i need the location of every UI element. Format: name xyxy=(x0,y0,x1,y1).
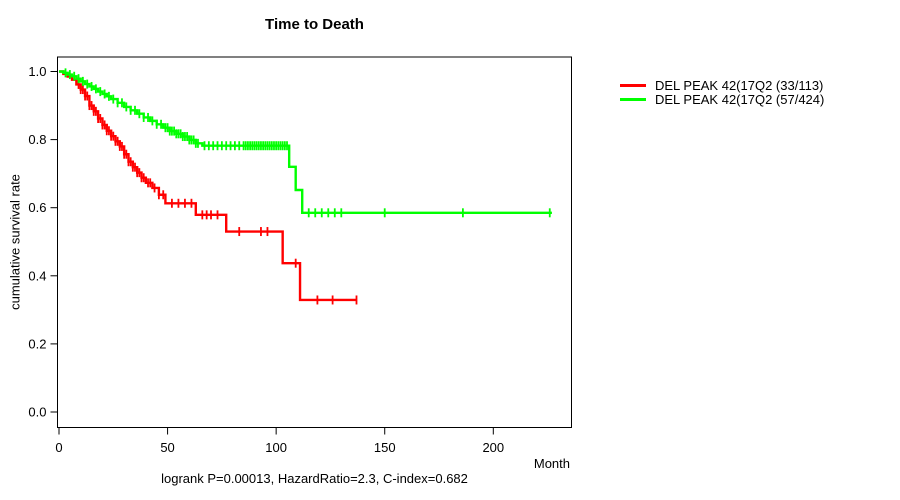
x-axis-tick-label: 100 xyxy=(265,440,287,455)
y-axis-tick-label: 0.2 xyxy=(28,336,46,351)
y-axis-tick-label: 0.4 xyxy=(28,268,46,283)
y-axis-tick-label: 0.0 xyxy=(28,405,46,420)
y-axis-title: cumulative survival rate xyxy=(7,174,23,310)
x-axis-tick-label: 150 xyxy=(374,440,396,455)
y-axis-tick-label: 1.0 xyxy=(28,64,46,79)
legend: DEL PEAK 42(17Q2 (33/113) DEL PEAK 42(17… xyxy=(620,78,825,107)
x-axis-title: Month xyxy=(533,456,570,471)
plot-box xyxy=(57,56,572,428)
survival-curve-green xyxy=(59,70,552,215)
legend-line-swatch-red xyxy=(620,84,646,88)
legend-label: DEL PEAK 42(17Q2 (57/424) xyxy=(655,91,825,107)
chart-title: Time to Death xyxy=(265,16,364,33)
stats-annotation: logrank P=0.00013, HazardRatio=2.3, C-in… xyxy=(161,471,468,486)
x-axis-tick-label: 0 xyxy=(55,440,62,455)
survival-curve-red xyxy=(59,70,357,302)
x-axis-tick-label: 50 xyxy=(160,440,174,455)
legend-item-red: DEL PEAK 42(17Q2 (33/113) xyxy=(620,78,824,94)
x-axis-tick-label: 200 xyxy=(482,440,504,455)
legend-label: DEL PEAK 42(17Q2 (33/113) xyxy=(655,78,824,94)
y-axis-tick-label: 0.6 xyxy=(28,200,46,215)
legend-item-green: DEL PEAK 42(17Q2 (57/424) xyxy=(620,91,825,107)
y-axis-tick-label: 0.8 xyxy=(28,132,46,147)
legend-line-swatch-green xyxy=(620,97,646,101)
